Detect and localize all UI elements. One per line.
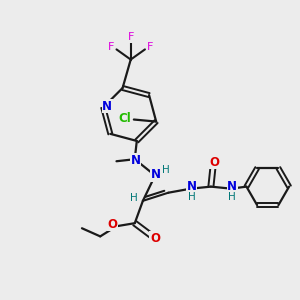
Text: Cl: Cl xyxy=(118,112,131,125)
Text: O: O xyxy=(150,232,160,245)
Text: F: F xyxy=(108,42,115,52)
Text: O: O xyxy=(209,156,219,169)
Text: H: H xyxy=(130,193,138,203)
Text: F: F xyxy=(128,32,134,42)
Text: N: N xyxy=(131,154,141,167)
Text: F: F xyxy=(147,42,153,52)
Text: O: O xyxy=(107,218,117,231)
Text: H: H xyxy=(162,165,170,176)
Text: H: H xyxy=(188,192,196,202)
Text: H: H xyxy=(228,192,236,202)
Text: N: N xyxy=(102,100,112,113)
Text: N: N xyxy=(227,180,237,193)
Text: N: N xyxy=(187,180,196,193)
Text: N: N xyxy=(151,168,161,181)
